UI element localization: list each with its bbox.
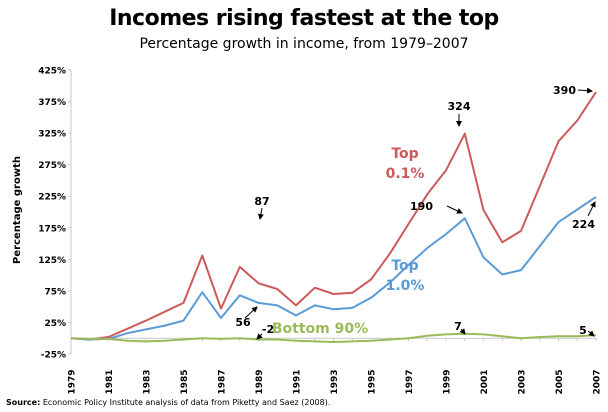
- x-tick-label: 1983: [143, 369, 153, 394]
- x-tick-label: 1995: [368, 369, 378, 394]
- annotation-arrow-icon: [257, 207, 264, 220]
- source-text: Economic Policy Institute analysis of da…: [42, 398, 331, 407]
- series-top-0-1-line: [70, 91, 597, 341]
- y-tick-label: 225%: [38, 193, 66, 203]
- x-tick-label: 1987: [218, 369, 228, 394]
- data-label: 7: [454, 320, 462, 333]
- y-axis-label: Percentage growth: [12, 156, 23, 264]
- x-tick-label: 1985: [180, 369, 190, 394]
- x-tick-label: 1993: [330, 369, 340, 394]
- x-tick-label: 1997: [405, 369, 415, 394]
- x-tick-label: 2007: [593, 369, 603, 394]
- x-tick-label: 1999: [443, 369, 453, 394]
- y-tick-label: 125%: [38, 256, 66, 266]
- y-tick-label: 325%: [38, 130, 66, 140]
- chart-subtitle: Percentage growth in income, from 1979–2…: [139, 36, 469, 52]
- x-tick-label: 2005: [555, 369, 565, 394]
- annotation-arrow-icon: [587, 330, 595, 337]
- x-tick-label: 2001: [480, 369, 490, 394]
- data-label: 56: [235, 316, 251, 329]
- series-top-0-1-label: Top: [391, 146, 418, 162]
- annotation-arrow-icon: [446, 205, 463, 214]
- source-note: Source: Economic Policy Institute analys…: [6, 398, 330, 407]
- data-label: 224: [572, 218, 595, 231]
- data-label: 190: [410, 200, 433, 213]
- y-tick-label: 75%: [44, 287, 66, 297]
- x-tick-label: 1981: [105, 369, 115, 394]
- series-top-0-1-label: 0.1%: [386, 166, 425, 182]
- annotation-arrow-icon: [577, 87, 593, 94]
- y-tick-label: 425%: [38, 67, 66, 77]
- annotation-arrow-icon: [587, 201, 596, 217]
- x-tick-label: 1989: [255, 369, 265, 394]
- data-label: 324: [448, 100, 471, 113]
- x-tick-label: 1979: [68, 369, 78, 394]
- series-bottom-90-label: Bottom 90%: [272, 321, 368, 337]
- data-label: 87: [254, 195, 269, 208]
- data-label: 5: [579, 324, 587, 337]
- series-top-1-0-label: 1.0%: [386, 278, 425, 294]
- x-tick-label: 1991: [293, 369, 303, 394]
- x-tick-label: 2003: [518, 369, 528, 394]
- annotation-arrow-icon: [459, 328, 466, 335]
- series-top-1-0-label: Top: [391, 258, 418, 274]
- y-tick-label: 275%: [38, 161, 66, 171]
- source-label: Source:: [6, 398, 41, 407]
- y-tick-label: 375%: [38, 98, 66, 108]
- annotation-arrow-icon: [256, 333, 263, 340]
- y-tick-label: -25%: [41, 351, 66, 361]
- data-label: 390: [553, 84, 576, 97]
- y-tick-label: 25%: [44, 319, 66, 329]
- annotation-arrow-icon: [244, 306, 258, 319]
- y-tick-label: 175%: [38, 224, 66, 234]
- data-label: -2: [262, 323, 274, 336]
- chart-title: Incomes rising fastest at the top: [109, 6, 499, 31]
